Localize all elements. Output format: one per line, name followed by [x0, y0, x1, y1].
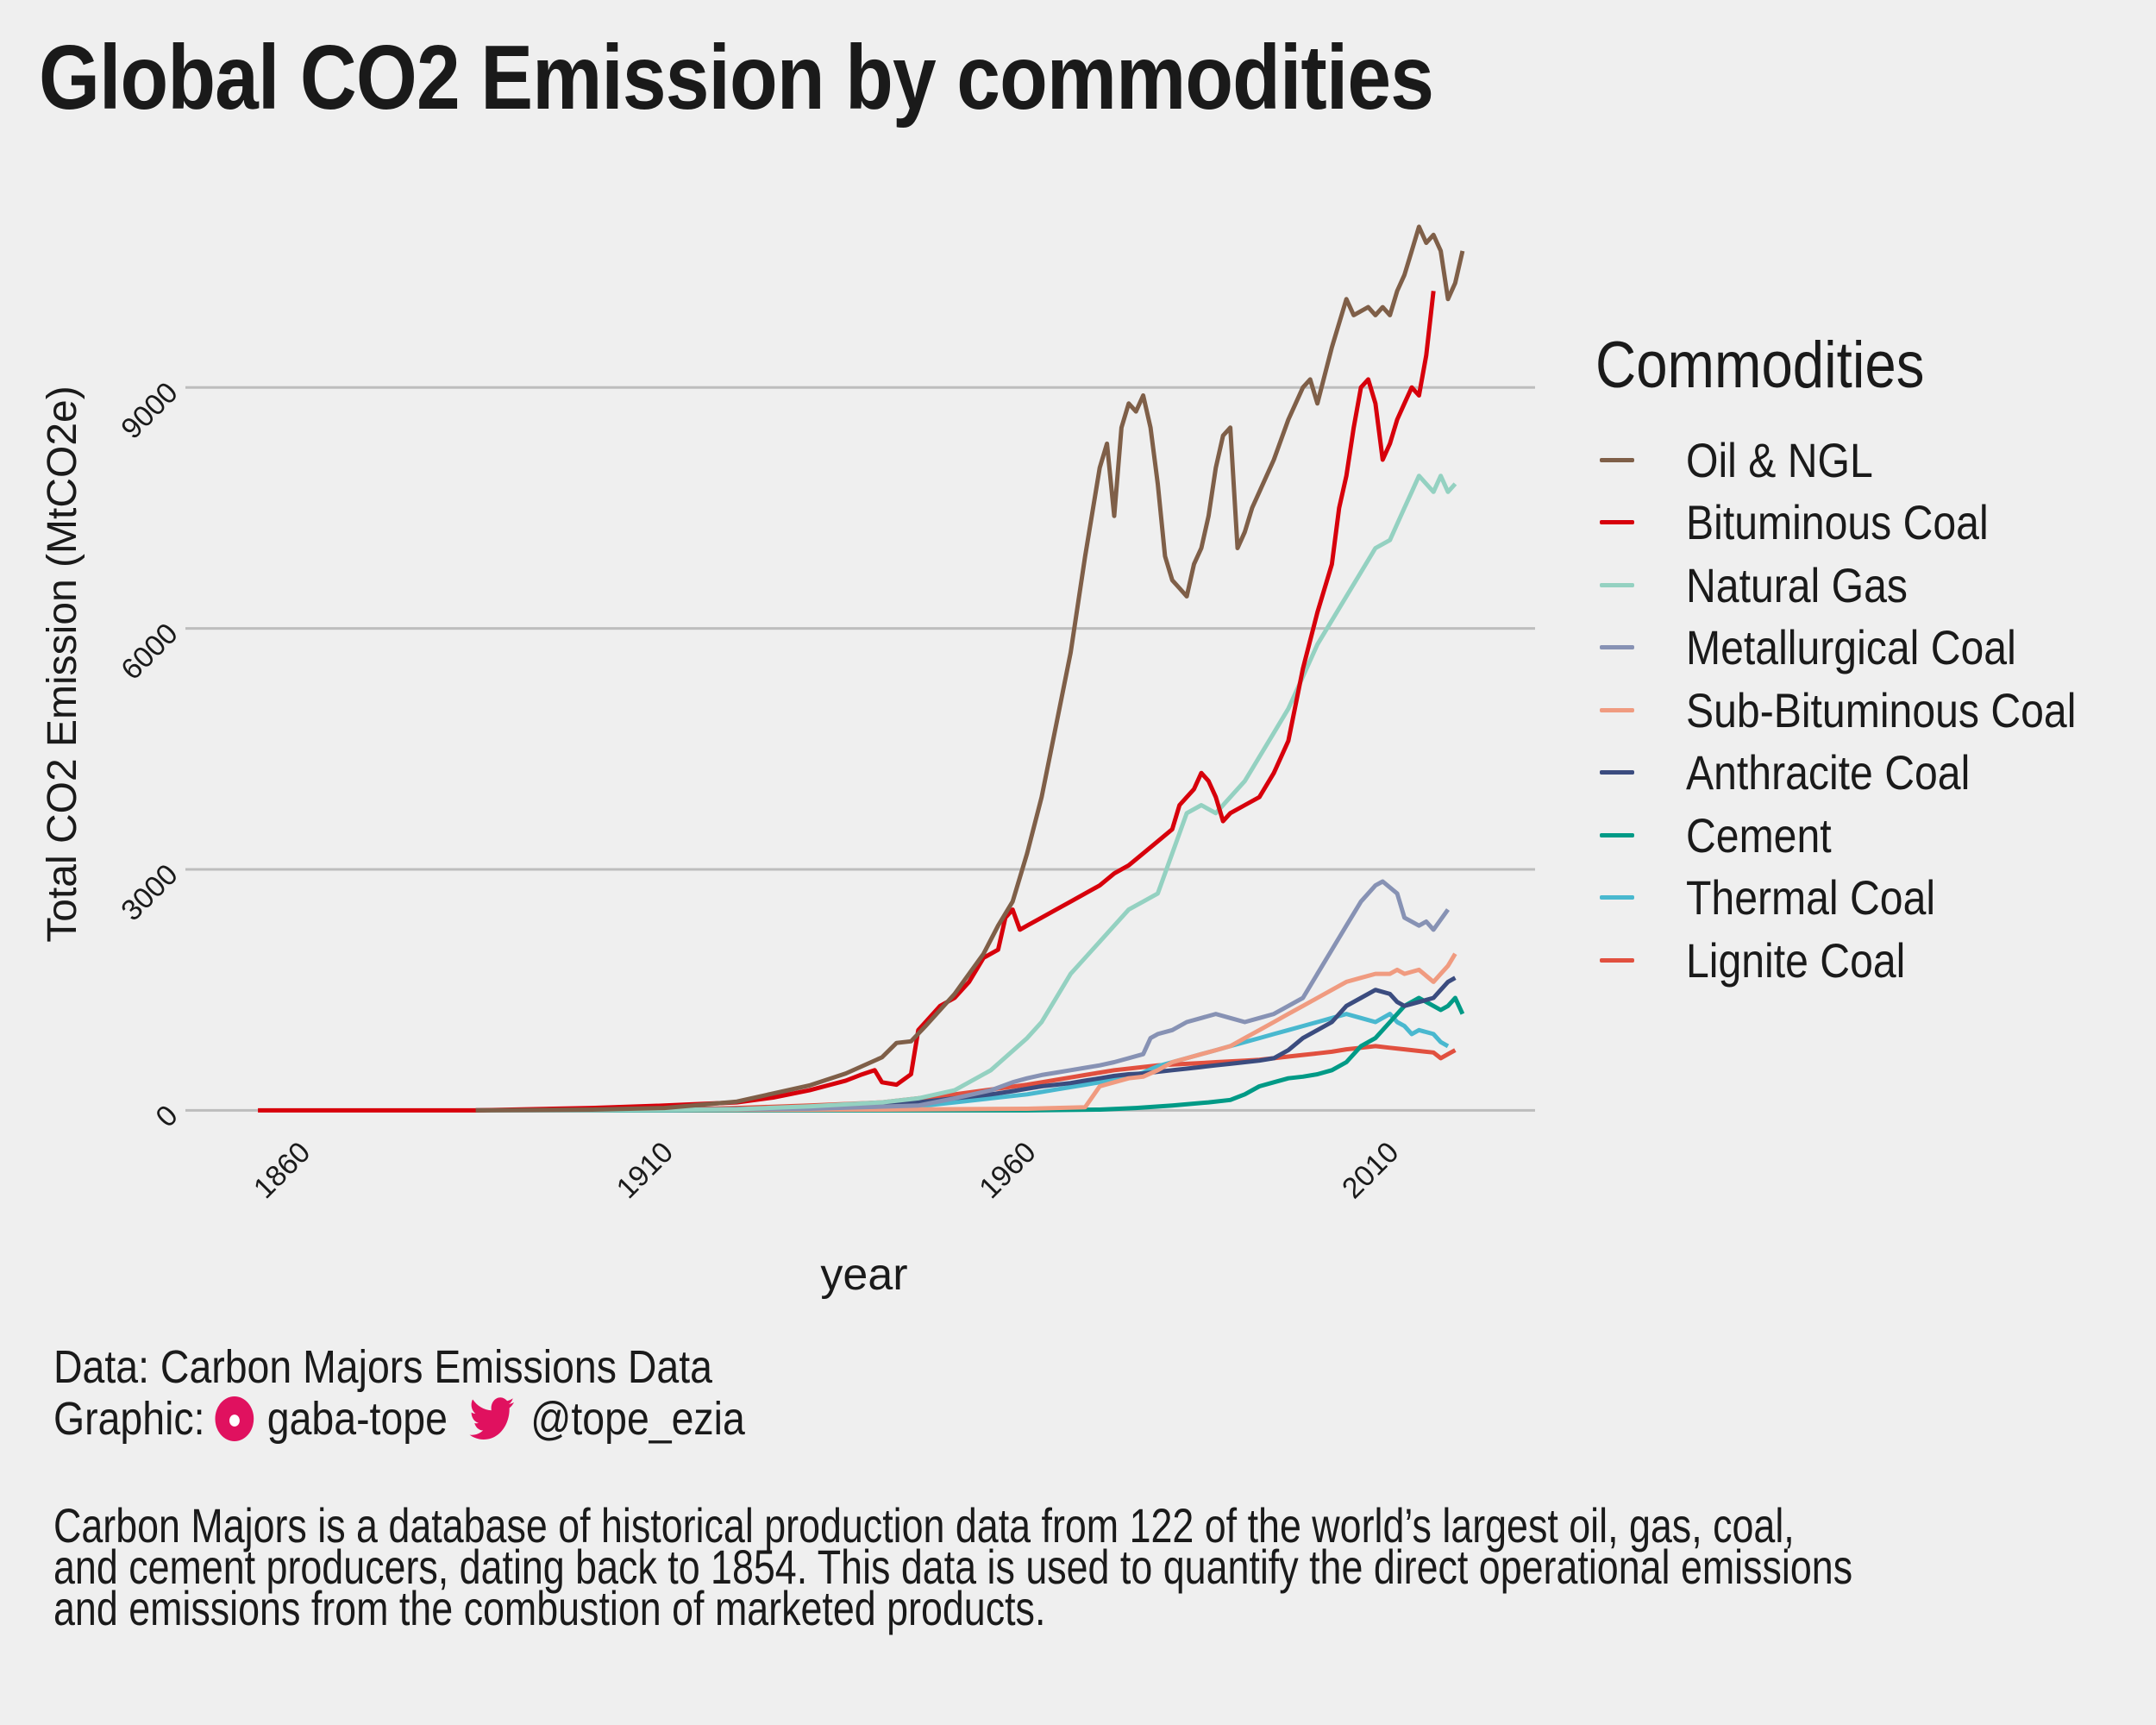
legend-item: Metallurgical Coal: [1595, 617, 2140, 680]
x-tick-label: 1910: [611, 1136, 680, 1205]
y-tick-label: 0: [149, 1099, 184, 1133]
legend-label: Anthracite Coal: [1686, 745, 1971, 800]
legend-items: Oil & NGL Bituminous Coal Natural Gas Metal…: [1595, 429, 2140, 992]
legend-swatch: [1600, 895, 1634, 900]
description-line: and cement producers, dating back to 185…: [53, 1540, 1853, 1594]
caption: Data: Carbon Majors Emissions Data Graph…: [53, 1341, 857, 1445]
data-source-line: Data: Carbon Majors Emissions Data: [53, 1341, 712, 1393]
legend-swatch: [1600, 582, 1634, 587]
description-line: Carbon Majors is a database of historica…: [53, 1498, 1795, 1552]
legend-label: Lignite Coal: [1686, 932, 1906, 988]
legend-label: Oil & NGL: [1686, 432, 1873, 487]
legend-label: Sub-Bituminous Coal: [1686, 682, 2077, 737]
legend-item: Bituminous Coal: [1595, 492, 2140, 555]
legend-swatch: [1600, 832, 1634, 837]
page-title: Global CO2 Emission by commodities: [39, 27, 1434, 129]
series-line: [258, 291, 1436, 1113]
description: Carbon Majors is a database of historica…: [53, 1498, 2156, 1635]
legend-swatch: [1600, 957, 1634, 963]
legend: Commodities Oil & NGL Bituminous Coal Natu…: [1595, 328, 2140, 992]
legend-item: Thermal Coal: [1595, 867, 2140, 930]
x-axis-label: year: [820, 1250, 907, 1300]
series-line: [475, 1044, 1457, 1113]
y-axis-label: Total CO2 Emission (MtCO2e): [40, 386, 85, 943]
github-handle: gaba-tope: [266, 1393, 448, 1445]
twitter-icon: [469, 1396, 515, 1441]
series-line: [475, 975, 1457, 1113]
x-tick-labels: 1860 1910 1960 2010: [248, 1136, 1405, 1205]
twitter-handle: @tope_ezia: [530, 1393, 745, 1445]
series-lines: [258, 224, 1465, 1113]
line-chart: 0 3000 6000 9000 1860 1910 1960 2010 Total CO2…: [40, 224, 1535, 1300]
series-line: [475, 952, 1457, 1113]
github-icon: ●: [215, 1396, 254, 1441]
legend-item: Oil & NGL: [1595, 429, 2140, 492]
gridlines: [185, 386, 1535, 1112]
graphic-label: Graphic:: [53, 1393, 205, 1445]
legend-label: Cement: [1686, 807, 1832, 862]
legend-swatch: [1600, 520, 1634, 525]
legend-item: Anthracite Coal: [1595, 742, 2140, 805]
series-line: [475, 879, 1451, 1113]
series-line: [475, 995, 1465, 1113]
series-line: [475, 224, 1465, 1113]
legend-swatch: [1600, 457, 1634, 462]
series-line: [475, 474, 1457, 1113]
legend-label: Metallurgical Coal: [1686, 620, 2016, 675]
x-tick-label: 1860: [248, 1136, 317, 1205]
description-line: and emissions from the combustion of mar…: [53, 1581, 1046, 1635]
y-tick-label: 6000: [115, 617, 184, 686]
legend-label: Bituminous Coal: [1686, 495, 1989, 550]
legend-title: Commodities: [1595, 329, 1925, 402]
legend-swatch: [1600, 770, 1634, 775]
legend-swatch: [1600, 707, 1634, 712]
y-tick-label: 9000: [115, 376, 184, 445]
legend-swatch: [1600, 645, 1634, 650]
legend-item: Lignite Coal: [1595, 929, 2140, 992]
legend-item: Natural Gas: [1595, 554, 2140, 617]
legend-item: Sub-Bituminous Coal: [1595, 679, 2140, 742]
x-tick-label: 1960: [973, 1136, 1042, 1205]
x-tick-label: 2010: [1336, 1136, 1405, 1205]
y-tick-label: 3000: [115, 858, 184, 927]
legend-label: Natural Gas: [1686, 557, 1908, 612]
legend-label: Thermal Coal: [1686, 870, 1936, 925]
y-tick-labels: 0 3000 6000 9000: [115, 376, 184, 1133]
legend-item: Cement: [1595, 804, 2140, 867]
graphic-credit-line: Graphic: ● gaba-tope @tope_ezia: [53, 1393, 745, 1445]
